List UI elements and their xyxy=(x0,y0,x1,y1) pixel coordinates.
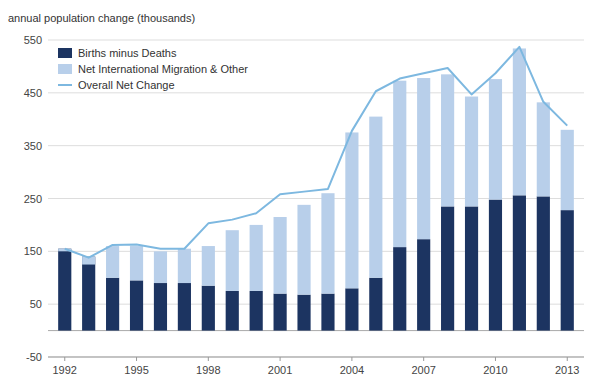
bar xyxy=(202,246,215,286)
bar xyxy=(106,278,119,331)
bar xyxy=(465,97,478,207)
bar xyxy=(393,247,406,330)
x-tick-label: 1998 xyxy=(196,364,220,376)
legend-label: Overall Net Change xyxy=(78,79,175,91)
bar-series xyxy=(58,195,574,330)
bar xyxy=(441,206,454,330)
y-tick-label: 550 xyxy=(24,34,42,46)
legend-swatch xyxy=(58,48,72,58)
bar xyxy=(297,205,310,295)
grid-line xyxy=(48,40,584,41)
x-tick xyxy=(495,357,496,361)
bar xyxy=(154,251,167,283)
grid-line xyxy=(48,145,584,146)
bar xyxy=(274,294,287,331)
legend-label: Net International Migration & Other xyxy=(78,63,248,75)
grid-line xyxy=(48,251,584,252)
legend-swatch xyxy=(58,64,72,74)
bar xyxy=(489,200,502,331)
x-tick xyxy=(208,357,209,361)
bar xyxy=(489,79,502,199)
grid-line xyxy=(48,198,584,199)
grid-line xyxy=(48,304,584,305)
bar xyxy=(58,249,71,331)
x-tick-label: 2001 xyxy=(268,364,292,376)
legend: Births minus Deaths Net International Mig… xyxy=(58,47,248,91)
x-tick xyxy=(64,357,65,361)
x-axis-line xyxy=(48,357,584,358)
bar xyxy=(321,294,334,331)
bar-series xyxy=(58,48,574,294)
x-tick xyxy=(280,357,281,361)
bar xyxy=(441,74,454,206)
bar xyxy=(417,239,430,330)
bar xyxy=(130,280,143,330)
grid xyxy=(48,40,584,357)
y-tick-label: 450 xyxy=(24,87,42,99)
bar xyxy=(106,246,119,278)
bar xyxy=(561,210,574,330)
bar xyxy=(297,295,310,331)
bar xyxy=(537,196,550,330)
legend-label: Births minus Deaths xyxy=(78,47,177,59)
bar xyxy=(513,48,526,195)
bar xyxy=(537,102,550,196)
bar xyxy=(82,257,95,331)
baseline xyxy=(48,330,584,331)
bar xyxy=(513,195,526,330)
chart: -50 50 150 250 350 450 550 1992 1995 1998 2001 2004… xyxy=(0,0,600,385)
line xyxy=(65,47,568,258)
bar xyxy=(321,193,334,293)
y-axis-label: annual population change (thousands) xyxy=(8,12,195,24)
x-tick-label: 1995 xyxy=(124,364,148,376)
x-tick xyxy=(351,357,352,361)
bar xyxy=(178,283,191,331)
bar xyxy=(561,130,574,210)
x-tick xyxy=(423,357,424,361)
bar xyxy=(345,132,358,288)
bar xyxy=(417,78,430,239)
x-tick-label: 2013 xyxy=(555,364,579,376)
bar xyxy=(250,291,263,331)
bar xyxy=(369,278,382,331)
y-tick-label: 350 xyxy=(24,140,42,152)
bar xyxy=(393,81,406,247)
bar xyxy=(369,117,382,278)
x-tick-label: 2010 xyxy=(483,364,507,376)
x-tick xyxy=(567,357,568,361)
y-tick-label: 250 xyxy=(24,193,42,205)
x-tick-label: 1992 xyxy=(53,364,77,376)
legend-swatch xyxy=(58,84,72,86)
x-tick-label: 2007 xyxy=(411,364,435,376)
grid-line xyxy=(48,357,584,358)
bar xyxy=(465,206,478,330)
bar xyxy=(226,230,239,291)
bar xyxy=(178,249,191,283)
x-tick-label: 2004 xyxy=(340,364,364,376)
plot-area xyxy=(48,47,584,331)
bar xyxy=(226,291,239,331)
grid-line xyxy=(48,92,584,93)
y-tick-label: 50 xyxy=(30,298,42,310)
bar xyxy=(130,246,143,280)
bar xyxy=(274,217,287,294)
y-tick-label: 150 xyxy=(24,245,42,257)
bar xyxy=(345,288,358,330)
bar xyxy=(154,283,167,331)
bar xyxy=(250,225,263,291)
y-tick-label: -50 xyxy=(26,351,42,363)
x-tick xyxy=(136,357,137,361)
bar xyxy=(202,286,215,331)
